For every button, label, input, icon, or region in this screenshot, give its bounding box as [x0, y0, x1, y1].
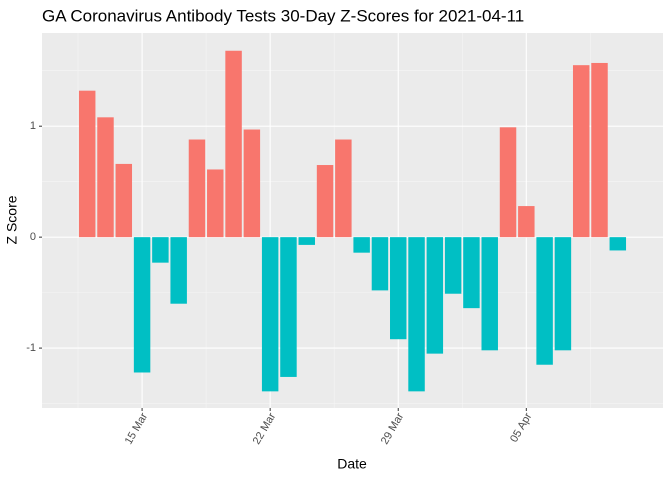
y-tick-label: 0: [30, 231, 36, 243]
y-tick-label: 1: [30, 120, 36, 132]
bar: [280, 237, 297, 377]
bar: [463, 237, 480, 309]
bar: [152, 237, 169, 263]
bar: [225, 50, 242, 238]
x-axis-label: Date: [337, 456, 367, 472]
bar: [591, 62, 608, 238]
bar: [188, 139, 206, 238]
bar: [518, 206, 535, 238]
bar: [335, 139, 352, 238]
bar: [97, 117, 114, 238]
bar: [408, 237, 425, 392]
chart-title: GA Coronavirus Antibody Tests 30-Day Z-S…: [42, 6, 524, 25]
y-tick-label: -1: [26, 342, 36, 354]
bar: [170, 237, 187, 304]
bar: [261, 237, 279, 392]
x-tick-label: 15 Mar: [123, 411, 151, 447]
bar: [426, 237, 444, 354]
bar: [554, 237, 572, 351]
x-tick-label: 29 Mar: [379, 411, 407, 447]
bar: [499, 127, 517, 238]
x-tick-label: 22 Mar: [251, 411, 279, 447]
bar: [133, 237, 151, 373]
bar: [390, 237, 407, 340]
bar: [207, 169, 224, 238]
bar: [481, 237, 498, 351]
bar: [353, 237, 370, 253]
bar: [371, 237, 389, 291]
y-axis-label: Z Score: [4, 195, 20, 244]
bar: [78, 90, 96, 238]
x-tick-label: 05 Apr: [508, 411, 534, 445]
bar: [298, 237, 315, 245]
bar: [115, 163, 133, 238]
bar: [316, 165, 334, 238]
bar: [243, 129, 261, 238]
bar: [572, 65, 590, 238]
bar: [609, 237, 627, 251]
bar: [444, 237, 462, 294]
bar: [536, 237, 553, 365]
